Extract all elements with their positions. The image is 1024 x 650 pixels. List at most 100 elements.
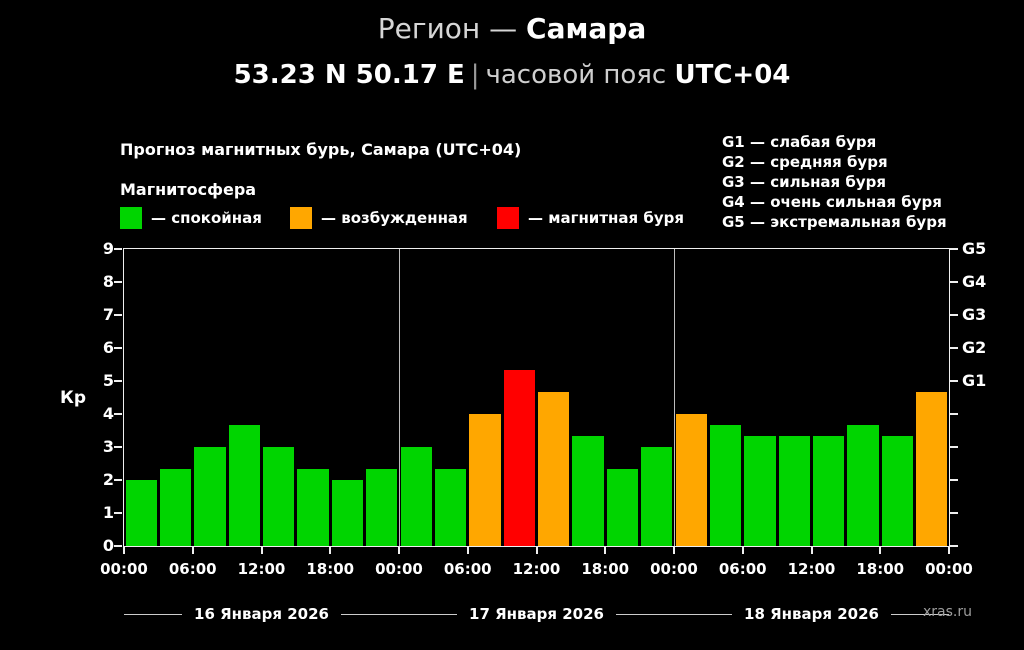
x-axis-tick-mark (535, 547, 538, 554)
g2-legend-line: G2 — средняя буря (722, 153, 888, 171)
x-axis-tick-mark (879, 547, 882, 554)
kp-bar (881, 436, 914, 546)
legend-item-quiet: — спокойная (120, 206, 262, 230)
y-axis-tick-mark (114, 545, 122, 547)
y-axis-tick-label: 7 (102, 305, 114, 324)
legend-item-active: — возбужденная (290, 206, 468, 230)
y-axis-tick-label: 1 (102, 503, 114, 522)
kp-bar (572, 436, 604, 546)
x-axis-tick-label: 18:00 (581, 560, 630, 578)
x-axis-tick-label: 00:00 (375, 560, 423, 578)
y-axis-tick-label: 6 (102, 338, 114, 357)
kp-bar (813, 436, 845, 546)
right-axis-tick-mark (950, 479, 958, 481)
x-axis-tick-mark (123, 547, 125, 554)
kp-bar (538, 392, 570, 546)
y-axis-tick-mark (114, 248, 122, 250)
g1-legend-line: G1 — слабая буря (722, 133, 877, 151)
x-axis-tick-label: 12:00 (787, 560, 836, 578)
day-label: 16 Января 2026 (124, 605, 399, 624)
kp-bar (228, 425, 260, 546)
kp-bar (400, 447, 432, 546)
y-axis-tick-label: 4 (102, 404, 114, 423)
kp-bar (366, 469, 398, 546)
g4-legend-line: G4 — очень сильная буря (722, 193, 942, 211)
quiet-color-swatch (120, 207, 142, 229)
x-axis-tick-label: 12:00 (512, 560, 561, 578)
g-axis-label: G3 (962, 305, 987, 324)
kp-bar (916, 392, 948, 546)
magnetosphere-label: Магнитосфера (120, 180, 257, 199)
legend-label-storm: — магнитная буря (528, 209, 684, 227)
chart-title: Прогноз магнитных бурь, Самара (UTC+04) (120, 140, 522, 159)
right-axis-tick-mark (950, 512, 958, 514)
x-axis-tick-label: 12:00 (237, 560, 286, 578)
x-axis-tick-label: 18:00 (856, 560, 905, 578)
x-axis-tick-label: 00:00 (100, 560, 148, 578)
kp-bar (641, 447, 673, 546)
day-label-text: 16 Января 2026 (182, 605, 341, 623)
legend-label-active: — возбужденная (321, 209, 468, 227)
x-axis-tick-mark (741, 547, 744, 554)
kp-bar (159, 469, 192, 546)
y-axis-tick-mark (114, 479, 122, 481)
y-axis-tick-label: 8 (102, 272, 114, 291)
day-separator-line (673, 249, 675, 546)
kp-bar (847, 425, 879, 546)
x-axis-tick-mark (948, 547, 950, 554)
timezone-value: UTC+04 (674, 60, 791, 90)
g-axis-label: G4 (962, 272, 987, 291)
coordinates: 53.23 N 50.17 E (233, 60, 465, 90)
x-axis-tick-mark (398, 547, 400, 554)
kp-bar (606, 469, 639, 546)
y-axis-tick-mark (114, 281, 122, 283)
y-axis-tick-label: 5 (102, 371, 114, 390)
legend-item-storm: — магнитная буря (497, 206, 684, 230)
active-color-swatch (290, 207, 312, 229)
watermark: xras.ru (923, 604, 972, 620)
g-axis-label: G2 (962, 338, 987, 357)
g-axis-label: G5 (962, 239, 987, 258)
y-axis-tick-label: 0 (102, 536, 114, 555)
x-axis-tick-mark (466, 547, 469, 554)
right-axis-tick-mark (950, 446, 958, 448)
right-axis-tick-mark (950, 380, 958, 382)
kp-bar (331, 480, 364, 546)
x-axis-tick-label: 00:00 (650, 560, 698, 578)
x-axis-tick-mark (673, 547, 675, 554)
kp-bar (744, 436, 776, 546)
x-axis-tick-label: 18:00 (306, 560, 355, 578)
x-axis-tick-mark (260, 547, 263, 554)
y-axis-tick-label: 3 (102, 437, 114, 456)
y-axis-tick-mark (114, 314, 122, 316)
storm-color-swatch (497, 207, 519, 229)
g3-legend-line: G3 — сильная буря (722, 173, 887, 191)
y-axis-tick-mark (114, 413, 122, 415)
y-axis-tick-label: 9 (102, 239, 114, 258)
day-label: 18 Января 2026 (674, 605, 949, 624)
region-label: Регион — (377, 12, 527, 45)
y-axis-tick-mark (114, 347, 122, 349)
kp-bar (297, 469, 329, 546)
legend-label-quiet: — спокойная (151, 209, 262, 227)
x-axis-tick-mark (604, 547, 607, 554)
g-axis-label: G1 (962, 371, 987, 390)
day-separator-line (398, 249, 400, 546)
x-axis-tick-label: 06:00 (168, 560, 217, 578)
y-axis-tick-label: 2 (102, 470, 114, 489)
y-axis-tick-mark (114, 512, 122, 514)
kp-bar (503, 370, 535, 546)
kp-bar (709, 425, 742, 546)
x-axis-tick-label: 00:00 (925, 560, 973, 578)
right-axis-tick-mark (950, 413, 958, 415)
day-label: 17 Января 2026 (399, 605, 674, 624)
g-scale-legend: G1 — слабая буря G2 — средняя буря G3 — … (722, 132, 947, 232)
kp-bar (675, 414, 707, 546)
x-axis-tick-mark (329, 547, 332, 554)
kp-bar (125, 480, 157, 546)
y-axis-title: Кр (60, 388, 87, 408)
day-label-text: 18 Января 2026 (732, 605, 891, 623)
timezone-label: часовой пояс (485, 60, 675, 90)
g5-legend-line: G5 — экстремальная буря (722, 213, 947, 231)
